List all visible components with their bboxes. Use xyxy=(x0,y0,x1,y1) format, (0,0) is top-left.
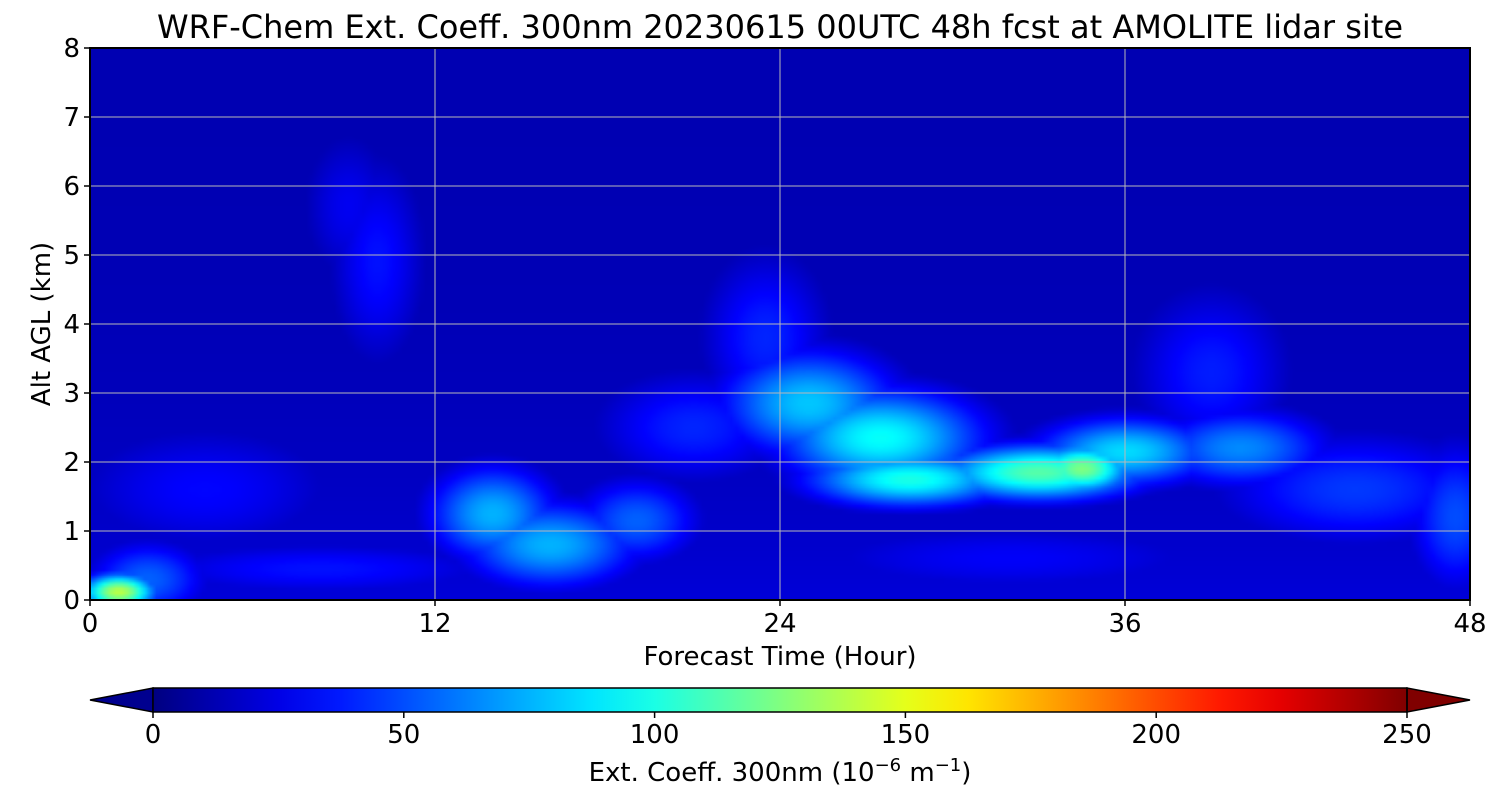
colorbar-tick-label: 0 xyxy=(145,720,162,750)
colorbar-label: Ext. Coeff. 300nm (10−6 m−1) xyxy=(589,755,972,788)
colorbar-label-mid: m xyxy=(901,758,935,788)
y-tick-label: 3 xyxy=(63,379,80,409)
colorbar-tick-label: 150 xyxy=(881,720,931,750)
y-tick-label: 1 xyxy=(63,517,80,547)
x-axis: 0 12 24 36 48 xyxy=(82,600,1487,639)
x-tick-label: 24 xyxy=(763,609,796,639)
y-tick-label: 4 xyxy=(63,310,80,340)
x-tick-label: 36 xyxy=(1108,609,1141,639)
colorbar-label-main: Ext. Coeff. 300nm (10 xyxy=(589,758,875,788)
colorbar: 0 50 100 150 200 250 Ext. Coeff. 300nm (10−6 … xyxy=(89,687,1471,788)
x-tick-label: 48 xyxy=(1453,609,1486,639)
colorbar-tick-label: 50 xyxy=(387,720,420,750)
y-axis-label: Alt AGL (km) xyxy=(27,242,57,406)
x-axis-label: Forecast Time (Hour) xyxy=(643,642,916,672)
y-tick-label: 0 xyxy=(63,586,80,616)
chart-title: WRF-Chem Ext. Coeff. 300nm 20230615 00UT… xyxy=(157,8,1403,46)
colorbar-extend-low xyxy=(89,687,154,713)
y-tick-label: 6 xyxy=(63,172,80,202)
colorbar-label-end: ) xyxy=(961,758,971,788)
grid xyxy=(90,48,1470,600)
colorbar-frame xyxy=(152,687,1408,713)
y-tick-label: 8 xyxy=(63,34,80,64)
colorbar-gradient xyxy=(153,688,1407,712)
x-tick-label: 0 xyxy=(82,609,99,639)
colorbar-label-exp1: −6 xyxy=(875,755,902,776)
colorbar-tick-label: 200 xyxy=(1131,720,1181,750)
y-tick-label: 7 xyxy=(63,103,80,133)
colorbar-extend-high xyxy=(1406,687,1471,713)
colorbar-ticks: 0 50 100 150 200 250 xyxy=(145,712,1432,750)
colorbar-tick-label: 100 xyxy=(630,720,680,750)
colorbar-label-exp2: −1 xyxy=(935,755,962,776)
y-axis: 0 1 2 3 4 5 6 7 8 xyxy=(63,34,90,616)
y-tick-label: 5 xyxy=(63,241,80,271)
y-tick-label: 2 xyxy=(63,448,80,478)
colorbar-tick-label: 250 xyxy=(1382,720,1432,750)
x-tick-label: 12 xyxy=(418,609,451,639)
